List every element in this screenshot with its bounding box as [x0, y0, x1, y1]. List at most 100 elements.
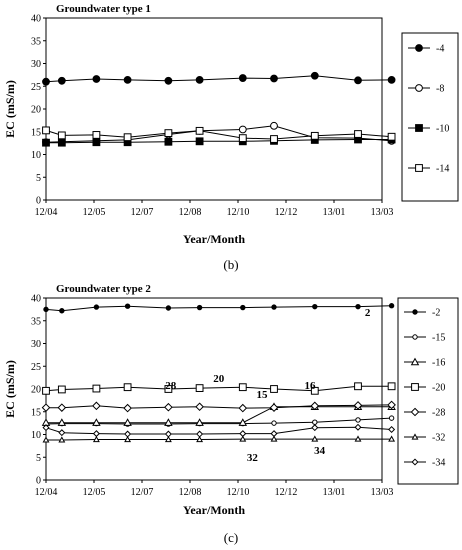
data-point-10 [92, 138, 101, 147]
data-point-8 [238, 125, 247, 134]
data-point-32 [42, 436, 50, 443]
panel-label-c: (c) [224, 530, 238, 545]
x-axis-label-c: Year/Month [183, 503, 245, 517]
data-point-14 [195, 126, 204, 135]
data-point-15 [388, 415, 395, 421]
data-point-20 [354, 382, 362, 391]
data-point-2 [196, 304, 203, 311]
y-tick-label: 30 [31, 59, 41, 70]
y-tick-label: 5 [36, 453, 41, 464]
y-tick-label: 30 [31, 339, 41, 350]
x-tick-label: 12/08 [179, 487, 202, 498]
data-point-2 [93, 304, 100, 310]
y-tick-label: 10 [31, 430, 41, 441]
x-tick-label: 13/03 [371, 207, 394, 218]
data-point-32 [311, 435, 319, 442]
data-point-16 [238, 418, 248, 426]
legend-label-2: -2 [432, 308, 440, 319]
data-point-14 [354, 130, 362, 138]
y-tick-label: 10 [31, 150, 41, 161]
panel-label-b: (b) [223, 257, 238, 272]
data-point-34 [124, 430, 132, 438]
annotation-label-32: 32 [247, 452, 259, 464]
legend-marker-32 [411, 433, 419, 440]
data-point-4 [310, 71, 319, 80]
data-point-15 [355, 417, 361, 423]
x-tick-label: 12/05 [83, 207, 106, 218]
data-point-28 [57, 403, 67, 412]
x-tick-label: 13/01 [323, 487, 346, 498]
data-point-2 [124, 303, 131, 309]
data-point-16 [164, 418, 173, 426]
chart-title-b: Groundwater type 1 [56, 3, 151, 15]
data-point-20 [310, 386, 319, 395]
y-tick-label: 35 [31, 316, 41, 327]
x-tick-label: 12/08 [179, 207, 202, 218]
data-point-4 [238, 74, 247, 82]
data-point-32 [124, 435, 132, 443]
y-tick-label: 20 [31, 385, 41, 396]
legend-label-14: -14 [436, 164, 449, 175]
data-point-14 [123, 133, 132, 142]
plot-area-b [45, 17, 383, 201]
legend-marker-4 [415, 44, 423, 52]
data-point-32 [58, 436, 66, 443]
data-point-4 [57, 76, 66, 85]
data-point-34 [354, 423, 362, 431]
series-line-16 [46, 406, 392, 424]
data-point-28 [92, 401, 101, 411]
y-tick-label: 15 [31, 407, 41, 418]
data-point-34 [388, 425, 396, 434]
series-group-c [41, 303, 396, 443]
y-tick-label: 35 [31, 36, 41, 47]
data-point-28 [195, 402, 204, 412]
data-point-28 [164, 402, 173, 412]
annotation-label-28: 28 [165, 380, 177, 392]
data-point-14 [387, 132, 396, 141]
annotation-label-2: 2 [365, 307, 371, 319]
x-tick-label: 12/07 [131, 207, 154, 218]
data-point-20 [92, 384, 101, 393]
data-point-20 [387, 382, 396, 391]
data-point-34 [58, 429, 66, 437]
data-point-34 [164, 430, 172, 438]
annotations-c: 2 28 20 16 15 32 34 [165, 307, 371, 464]
data-point-2 [59, 308, 65, 314]
data-point-34 [92, 430, 100, 438]
data-point-2 [43, 306, 49, 313]
data-point-2 [165, 305, 172, 311]
legend-marker-28 [410, 407, 420, 417]
annotation-label-20: 20 [213, 373, 225, 385]
legend-marker-14 [415, 164, 423, 172]
legend-label-16: -16 [432, 358, 445, 369]
legend-marker-16 [410, 357, 420, 366]
legend-marker-20 [411, 383, 419, 391]
x-tick-label: 12/12 [275, 487, 298, 498]
data-point-28 [269, 403, 279, 412]
x-axis-label-b: Year/Month [183, 232, 245, 246]
data-point-15 [271, 420, 277, 426]
data-point-32 [388, 435, 396, 442]
data-point-20 [238, 383, 247, 392]
legend-b: -4 -8 -10 -14 [408, 44, 449, 175]
data-point-2 [312, 303, 318, 310]
legend-box-c [397, 297, 459, 485]
data-point-16 [92, 418, 101, 426]
x-tick-label: 12/12 [275, 207, 298, 218]
data-point-4 [123, 75, 132, 84]
data-point-28 [123, 403, 132, 413]
legend-label-10: -10 [436, 124, 449, 135]
data-point-32 [164, 435, 172, 443]
legend-label-34: -34 [432, 458, 445, 469]
legend-marker-10 [415, 124, 423, 132]
data-point-2 [355, 303, 361, 310]
data-point-20 [270, 385, 278, 393]
legend-box-b [401, 32, 459, 202]
data-point-4 [164, 76, 173, 85]
chart-title-c: Groundwater type 2 [56, 283, 151, 295]
data-point-2 [388, 303, 395, 309]
data-point-4 [42, 77, 50, 86]
data-point-16 [195, 418, 204, 426]
y-tick-label: 40 [31, 294, 41, 305]
data-point-2 [240, 304, 246, 311]
